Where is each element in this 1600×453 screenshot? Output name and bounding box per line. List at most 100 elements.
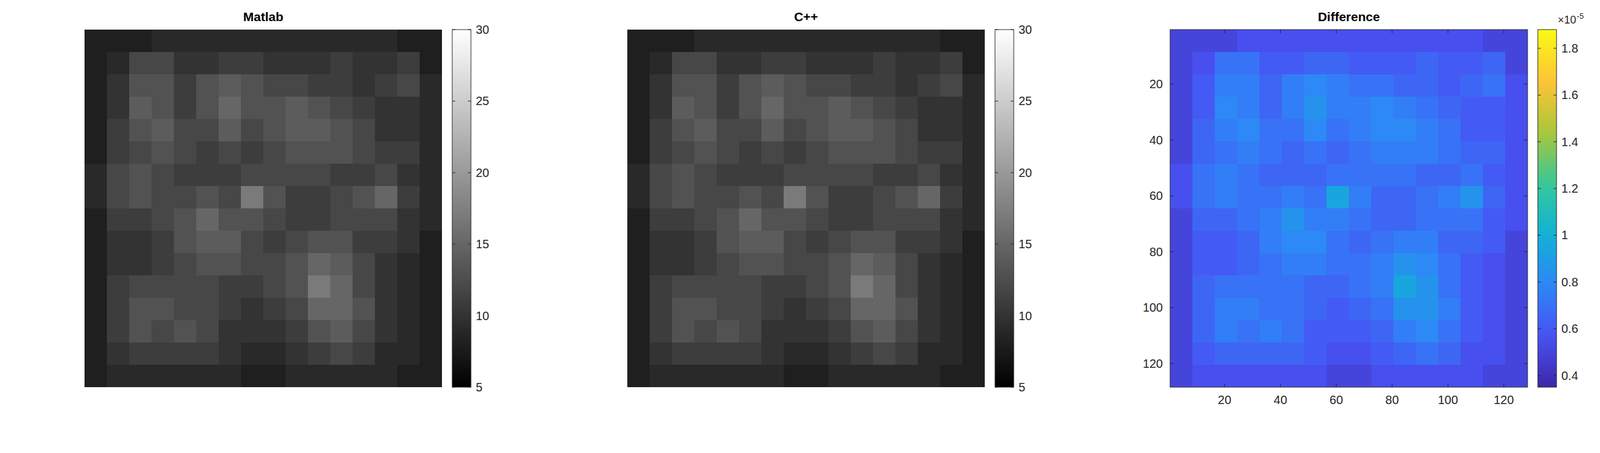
x-tick [1336, 383, 1337, 388]
heatmap-cell [783, 275, 807, 299]
colorbar-tick-label: 1.2 [1561, 181, 1579, 196]
heatmap-cell [1192, 141, 1216, 165]
heatmap-cell [783, 208, 807, 232]
heatmap-cell [1214, 96, 1238, 120]
heatmap-cell [419, 118, 442, 142]
heatmap-cell [173, 163, 197, 187]
heatmap-cell [672, 29, 695, 53]
heatmap-cell [783, 320, 807, 343]
heatmap-cell [917, 51, 941, 75]
heatmap-cell [84, 320, 108, 343]
heatmap-cell [627, 230, 651, 254]
heatmap-cell [1326, 141, 1350, 165]
panel: C++51015202530 [627, 9, 1032, 394]
heatmap-cell [285, 364, 309, 388]
heatmap-cell [1482, 118, 1506, 142]
heatmap-cell [850, 141, 874, 165]
heatmap-cell [850, 297, 874, 321]
heatmap-cell [1170, 275, 1194, 299]
heatmap-cell [917, 163, 941, 187]
heatmap-cell [672, 118, 695, 142]
heatmap-cell [129, 230, 153, 254]
heatmap-cell [828, 320, 852, 343]
heatmap-cell [962, 163, 985, 187]
heatmap-cell [263, 74, 287, 98]
heatmap-cell [1259, 51, 1283, 75]
heatmap-cell [1415, 320, 1439, 343]
heatmap-cell [218, 230, 242, 254]
heatmap-cell [917, 230, 941, 254]
heatmap-cell [1371, 163, 1395, 187]
heatmap-cell [1326, 74, 1350, 98]
heatmap-cell [1482, 141, 1506, 165]
heatmap-cell [1415, 342, 1439, 366]
heatmap-cell [873, 230, 896, 254]
heatmap-cell [1505, 252, 1528, 276]
heatmap-cell [1259, 275, 1283, 299]
heatmap-cell [1393, 51, 1417, 75]
heatmap-cell [330, 230, 354, 254]
heatmap-cell [151, 320, 175, 343]
heatmap-cell [84, 141, 108, 165]
heatmap-cell [761, 163, 785, 187]
x-tick-label: 40 [1273, 393, 1288, 407]
heatmap-cell [716, 96, 740, 120]
heatmap-cell [1393, 185, 1417, 209]
heatmap-cell [330, 297, 354, 321]
heatmap-cell [218, 29, 242, 53]
heatmap-cell [1460, 185, 1484, 209]
y-tick-label: 120 [1142, 356, 1163, 371]
heatmap-cell [330, 252, 354, 276]
heatmap-cell [196, 252, 220, 276]
heatmap-cell [1415, 252, 1439, 276]
colorbar-tick [452, 315, 456, 316]
heatmap-cell [1438, 29, 1462, 53]
heatmap-cell [1348, 230, 1372, 254]
heatmap-cell [1192, 230, 1216, 254]
heatmap-cell [196, 141, 220, 165]
heatmap-cell [1214, 208, 1238, 232]
heatmap-cell [263, 185, 287, 209]
heatmap-cell [895, 230, 919, 254]
heatmap-cell [1371, 96, 1395, 120]
heatmap-cell [1371, 320, 1395, 343]
heatmap-cell [940, 51, 964, 75]
heatmap-cell [1237, 163, 1261, 187]
heatmap-cell [352, 252, 376, 276]
colorbar-tick-label: 15 [1018, 237, 1032, 251]
colorbar-tick [1553, 234, 1557, 236]
heatmap-cell [761, 141, 785, 165]
heatmap-cell [352, 96, 376, 120]
heatmap-cell [1214, 29, 1238, 53]
heatmap-cell [850, 74, 874, 98]
heatmap-cell [151, 297, 175, 321]
heatmap-cell [694, 74, 718, 98]
heatmap-cell [806, 51, 829, 75]
heatmap-cell [649, 163, 673, 187]
heatmap-cell [1371, 275, 1395, 299]
colorbar-tick [1537, 141, 1541, 142]
x-tick-label: 20 [1217, 393, 1232, 407]
heatmap-cell [151, 275, 175, 299]
heatmap-cell [716, 320, 740, 343]
heatmap-cell [895, 252, 919, 276]
heatmap-cell [240, 208, 264, 232]
heatmap-cell [1371, 252, 1395, 276]
heatmap-cell [307, 51, 331, 75]
heatmap-cell [672, 208, 695, 232]
heatmap-cell [330, 74, 354, 98]
heatmap-cell [240, 364, 264, 388]
heatmap-cell [1214, 342, 1238, 366]
heatmap-cell [649, 297, 673, 321]
heatmap-cell [1438, 252, 1462, 276]
heatmap-cell [1326, 230, 1350, 254]
heatmap-cell [1505, 51, 1528, 75]
heatmap-cell [352, 51, 376, 75]
heatmap-cell [627, 51, 651, 75]
heatmap-cell [627, 320, 651, 343]
heatmap-cell [1348, 320, 1372, 343]
heatmap-cell [129, 51, 153, 75]
heatmap-cell [84, 208, 108, 232]
heatmap-cell [106, 141, 130, 165]
heatmap-cell [218, 96, 242, 120]
